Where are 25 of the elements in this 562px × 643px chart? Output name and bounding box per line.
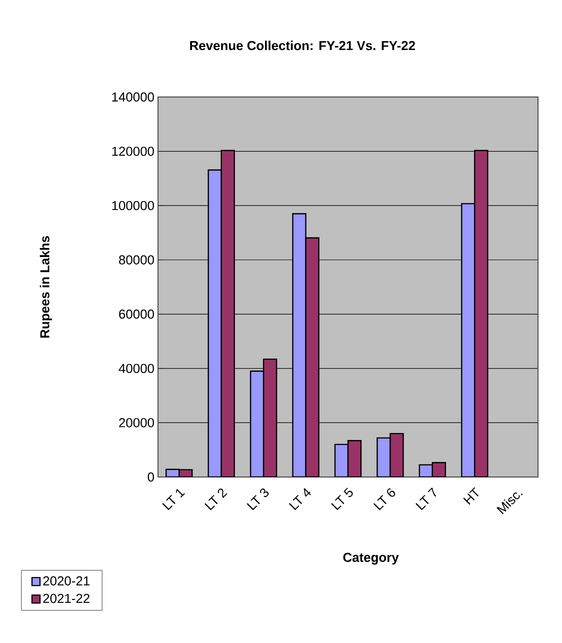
y-tick-label: 20000 xyxy=(119,418,154,428)
chart-title: Revenue Collection: FY-21 Vs. FY-22 xyxy=(190,40,416,50)
x-tick-label: Misc. xyxy=(496,492,523,514)
y-tick-label: 140000 xyxy=(112,92,154,102)
x-tick-label: LT 3 xyxy=(246,488,269,510)
x-tick-label: LT 5 xyxy=(331,488,353,510)
y-axis-title: Rupees in Lakhs xyxy=(40,236,52,338)
x-tick-label: HT xyxy=(463,487,479,505)
legend-label: 2020-21 xyxy=(43,576,90,586)
x-tick-label: LT 4 xyxy=(288,488,311,510)
legend-label: 2021-22 xyxy=(43,594,90,603)
x-tick-label: LT 7 xyxy=(416,487,436,510)
y-tick-label: 40000 xyxy=(118,364,154,374)
bar xyxy=(250,370,264,478)
y-tick-label: 60000 xyxy=(119,310,154,319)
x-axis-title: Category xyxy=(343,552,399,565)
y-tick-label: 80000 xyxy=(119,255,154,264)
x-tick-label: LT 1 xyxy=(162,488,185,510)
y-tick-label: 120000 xyxy=(112,146,154,156)
bar xyxy=(347,440,362,478)
bar xyxy=(262,358,278,478)
y-tick-label: 0 xyxy=(148,472,154,482)
x-tick-label: LT 2 xyxy=(204,488,228,510)
y-tick-label: 100000 xyxy=(112,200,154,210)
x-tick-label: LT 6 xyxy=(373,488,396,510)
